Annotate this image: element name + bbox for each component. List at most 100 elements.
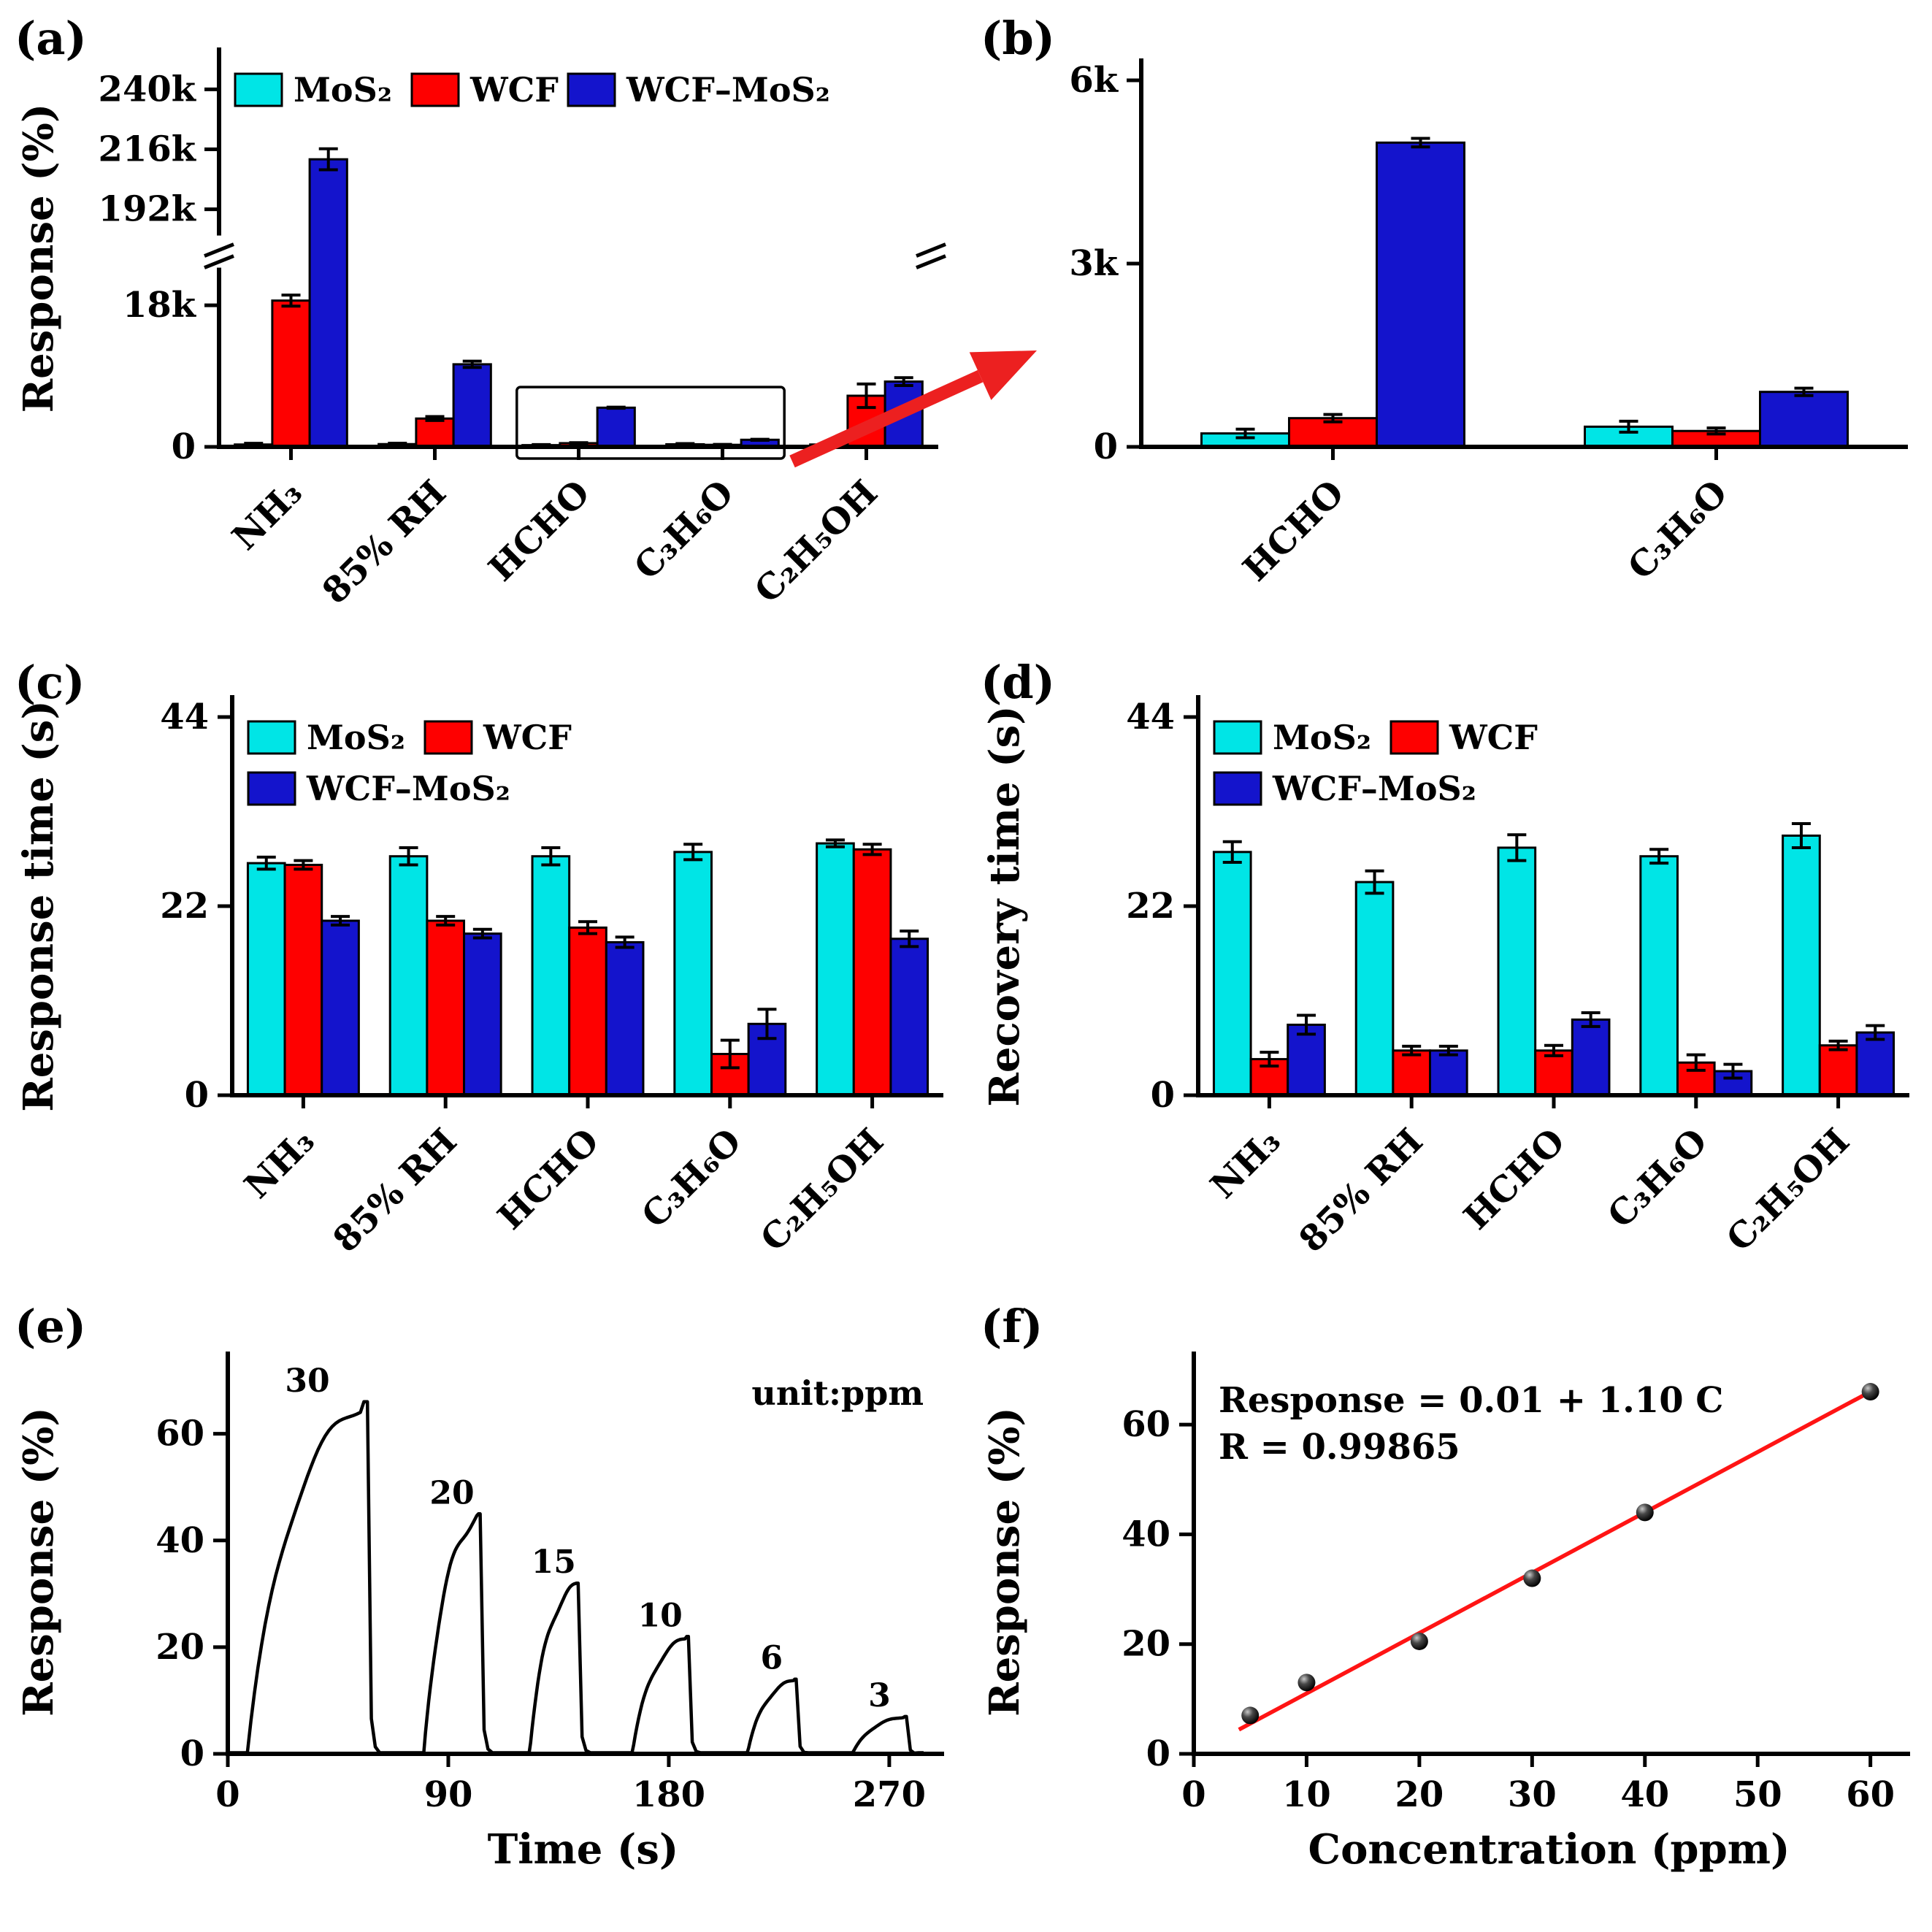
panel-f-chart: 0 10 20 30 40 50 60 0 20 40 60 Response = 0.01 + 1.… — [981, 1300, 1910, 1874]
x-tick-label: C₃H₆O — [1620, 472, 1736, 588]
y-tick-label: 240k — [99, 69, 197, 110]
x-tick-label: 50 — [1733, 1774, 1782, 1815]
y-tick-label: 0 — [1146, 1733, 1170, 1774]
panel-e: 0 90 180 270 0 20 40 60 30 20 15 10 6 3 unit:ppm (e) Res… — [0, 1288, 966, 1932]
y-tick-label: 6k — [1069, 60, 1119, 101]
bar-MoS₂-NH₃ — [1212, 851, 1252, 1097]
chart-a: 0 18k 192k 216k 240k NH₃ 85% RH HCHO C₃H₆O C₂H₅OH… — [99, 47, 946, 612]
legend-label: WCF — [1449, 718, 1538, 757]
bar-WCF–MoS₂-NH₃ — [321, 919, 360, 1097]
legend-swatch-WCF — [423, 720, 473, 755]
data-point — [1297, 1674, 1316, 1692]
y-tick-label: 0 — [1151, 1075, 1175, 1116]
legend-swatch-MoS₂ — [1213, 720, 1262, 755]
chart-f: 0 10 20 30 40 50 60 0 20 40 60 Response = 0.01 + 1.… — [1122, 1352, 1910, 1815]
legend-swatch-MoS₂ — [247, 720, 296, 755]
y-tick-label: 192k — [99, 189, 197, 230]
legend-label: MoS₂ — [307, 718, 405, 757]
panel-letter-b: (b) — [981, 12, 1055, 65]
axis-break-mark — [204, 254, 234, 269]
bar-WCF-C₂H₅OH — [1818, 1044, 1858, 1097]
y-axis-title-c: Response time (s) — [15, 700, 63, 1112]
x-tick-label: 85% RH — [326, 1121, 465, 1260]
bar-WCF–MoS₂-HCHO — [605, 940, 645, 1097]
x-tick-label: 180 — [632, 1774, 705, 1815]
bar-WCF–MoS₂-85% RH — [452, 363, 492, 448]
y-tick-label: 20 — [156, 1627, 204, 1668]
panel-letter-d: (d) — [981, 656, 1055, 709]
peak-concentration-label: 15 — [532, 1544, 576, 1581]
bar-WCF–MoS₂-HCHO — [596, 406, 636, 448]
x-tick-label: 270 — [853, 1774, 926, 1815]
panel-e-chart: 0 90 180 270 0 20 40 60 30 20 15 10 6 3 unit:ppm (e) Res… — [15, 1300, 944, 1874]
y-tick-label: 60 — [156, 1414, 204, 1454]
y-tick-label: 0 — [1094, 426, 1118, 467]
x-tick-label: 40 — [1620, 1774, 1669, 1815]
legend-swatch-WCF–MoS₂ — [1213, 771, 1262, 806]
x-tick-label: C₃H₆O — [634, 1121, 749, 1236]
chart-e: 0 90 180 270 0 20 40 60 30 20 15 10 6 3 unit:ppm — [156, 1352, 944, 1815]
fit-equation-line: Response = 0.01 + 1.10 C — [1219, 1380, 1724, 1421]
y-axis-title-a: Response (%) — [15, 104, 63, 413]
bar-WCF–MoS₂-HCHO — [1571, 1018, 1611, 1097]
panel-c: 0 22 44 NH₃ 85% RH HCHO C₃H₆O C₂H₅OH MoS₂ WCF WCF–… — [0, 644, 966, 1288]
data-point — [1241, 1706, 1260, 1725]
axis-break-mark — [204, 242, 234, 258]
legend-swatch-WCF–MoS₂ — [567, 72, 616, 107]
x-tick-label: HCHO — [490, 1121, 607, 1238]
legend-swatch-WCF — [410, 72, 460, 107]
legend-label: MoS₂ — [294, 70, 392, 110]
bar-MoS₂-C₃H₆O — [1639, 855, 1679, 1097]
bar-WCF–MoS₂-85% RH — [463, 932, 502, 1097]
x-tick-label: 60 — [1846, 1774, 1895, 1815]
x-tick-label: 10 — [1282, 1774, 1331, 1815]
bar-WCF–MoS₂-HCHO — [1376, 141, 1465, 448]
y-tick-label: 44 — [160, 697, 209, 737]
x-tick-label: NH₃ — [237, 1121, 323, 1207]
y-tick-label: 60 — [1122, 1404, 1170, 1445]
bar-WCF–MoS₂-C₃H₆O — [1759, 391, 1849, 448]
bar-WCF–MoS₂-C₂H₅OH — [883, 380, 924, 448]
panel-a: 0 18k 192k 216k 240k NH₃ 85% RH HCHO C₃H₆O C₂H₅OH… — [0, 0, 966, 644]
axis-break-mark — [916, 242, 946, 258]
peak-concentration-label: 6 — [761, 1640, 783, 1677]
unit-annotation: unit:ppm — [751, 1373, 924, 1413]
bar-MoS₂-C₂H₅OH — [816, 842, 855, 1097]
legend-swatch-MoS₂ — [234, 72, 283, 107]
peak-concentration-label: 3 — [868, 1677, 891, 1714]
bar-MoS₂-85% RH — [1354, 881, 1395, 1097]
legend-label: MoS₂ — [1273, 718, 1371, 757]
legend-label: WCF–MoS₂ — [626, 70, 830, 110]
x-axis-title-e: Time (s) — [488, 1825, 679, 1874]
panel-f: 0 10 20 30 40 50 60 0 20 40 60 Response = 0.01 + 1.… — [966, 1288, 1932, 1932]
peak-concentration-label: 20 — [429, 1474, 474, 1511]
x-tick-label: 85% RH — [315, 472, 454, 612]
x-tick-label: 0 — [1181, 1774, 1205, 1815]
bar-MoS₂-HCHO — [1497, 846, 1537, 1097]
y-tick-label: 0 — [172, 426, 196, 467]
x-axis-title-f: Concentration (ppm) — [1308, 1825, 1790, 1874]
panel-letter-c: (c) — [15, 656, 85, 709]
y-axis-title-d: Recovery time (s) — [981, 705, 1029, 1106]
x-tick-label: C₂H₅OH — [747, 472, 886, 611]
panel-d-chart: 0 22 44 NH₃ 85% RH HCHO C₃H₆O C₂H₅OH MoS₂ WCF WCF–… — [981, 656, 1909, 1260]
chart-c: 0 22 44 NH₃ 85% RH HCHO C₃H₆O C₂H₅OH MoS₂ WCF WCF–… — [160, 695, 943, 1260]
x-tick-label: C₃H₆O — [626, 472, 742, 588]
x-tick-label: 85% RH — [1292, 1121, 1431, 1260]
panel-c-chart: 0 22 44 NH₃ 85% RH HCHO C₃H₆O C₂H₅OH MoS₂ WCF WCF–… — [15, 656, 943, 1260]
panel-b-chart: 0 3k 6k HCHO C₃H₆O (b) — [981, 12, 1908, 589]
bar-WCF-NH₃ — [271, 299, 311, 448]
response-curve — [228, 1400, 924, 1755]
y-tick-label: 216k — [99, 129, 197, 169]
bar-MoS₂-C₃H₆O — [673, 851, 713, 1097]
data-point — [1861, 1383, 1879, 1401]
legend-swatch-WCF–MoS₂ — [247, 771, 296, 806]
bar-WCF–MoS₂-C₂H₅OH — [1855, 1031, 1895, 1097]
peak-concentration-label: 30 — [285, 1362, 329, 1400]
y-tick-label: 18k — [123, 285, 197, 326]
x-tick-label: 90 — [424, 1774, 473, 1815]
x-tick-label: C₂H₅OH — [1719, 1121, 1858, 1260]
panel-b: 0 3k 6k HCHO C₃H₆O (b) — [966, 0, 1932, 644]
bar-WCF–MoS₂-C₃H₆O — [747, 1022, 787, 1097]
